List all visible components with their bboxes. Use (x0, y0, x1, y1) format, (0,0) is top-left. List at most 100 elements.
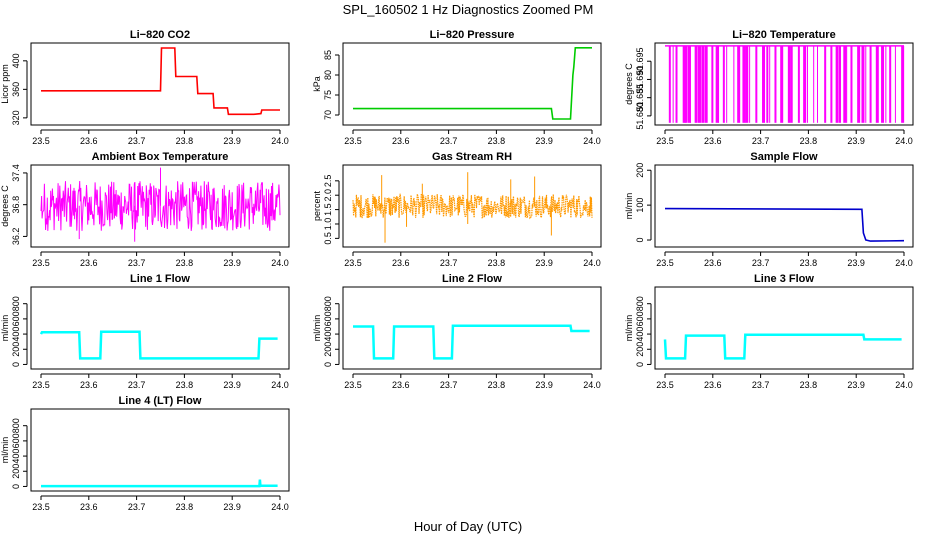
x-tick-label: 24.0 (895, 258, 913, 268)
x-axis: 23.5 23.6 23.7 23.8 23.9 24.0 (32, 129, 289, 146)
series-spike (881, 45, 885, 123)
y-tick-label: 800 (11, 296, 21, 311)
data-marks (664, 207, 905, 242)
x-tick-label: 23.7 (440, 258, 458, 268)
data-marks (41, 479, 278, 488)
series-spike (846, 45, 848, 123)
x-tick-label: 23.9 (847, 258, 865, 268)
series-spike (726, 45, 728, 123)
y-tick-label: 200 (11, 342, 21, 357)
panel-8: Line 2 Flow 23.5 23.6 23.7 23.8 23.9 24.0 0 2004… (312, 273, 602, 390)
series-spike (711, 45, 714, 123)
x-tick-label: 23.7 (752, 136, 770, 146)
y-axis-label: degrees C (624, 63, 634, 105)
series-spike (694, 45, 698, 123)
x-tick-label: 24.0 (895, 136, 913, 146)
y-axis: 0 100 200 (635, 163, 652, 243)
x-tick-label: 23.5 (32, 258, 50, 268)
x-tick-label: 23.6 (704, 258, 722, 268)
panel-title: Line 3 Flow (754, 273, 814, 285)
x-tick-label: 23.9 (223, 136, 241, 146)
plot-frame (30, 164, 290, 248)
series-spike (697, 45, 701, 123)
series-spike (718, 45, 720, 123)
y-axis-label: degrees C (0, 185, 10, 227)
x-tick-label: 23.6 (704, 380, 722, 390)
x-tick-label: 23.7 (440, 380, 458, 390)
series-spike (675, 45, 678, 123)
series-spike (869, 45, 872, 123)
y-tick-label: 200 (11, 464, 21, 479)
series-line (41, 47, 280, 116)
x-axis: 23.5 23.6 23.7 23.8 23.9 24.0 (344, 129, 601, 146)
x-axis: 23.5 23.6 23.7 23.8 23.9 24.0 (32, 251, 289, 268)
y-tick-label: 70 (323, 110, 333, 120)
x-tick-label: 23.8 (176, 502, 194, 512)
x-tick-label: 23.5 (344, 136, 362, 146)
panel-10: Line 4 (LT) Flow 23.5 23.6 23.7 23.8 23.9 24.0… (0, 395, 290, 512)
panel-3: Li−820 Temperature 23.5 23.6 23.7 23.8 23.9 24… (624, 29, 914, 146)
panel-6: Sample Flow 23.5 23.6 23.7 23.8 23.9 24.0 0 100 2… (624, 151, 914, 268)
series-spike (830, 45, 833, 123)
y-axis-label: Licor ppm (0, 64, 10, 104)
series-spike (803, 45, 807, 123)
x-tick-label: 23.7 (440, 136, 458, 146)
x-tick-label: 23.6 (392, 258, 410, 268)
y-tick-label: 75 (323, 90, 333, 100)
y-tick-label: 800 (635, 296, 645, 311)
plot-frame (654, 42, 914, 126)
y-tick-label: 400 (635, 327, 645, 342)
series-line (663, 333, 902, 360)
x-tick-label: 23.8 (488, 136, 506, 146)
series-spike (875, 45, 879, 123)
series-spike (894, 45, 896, 123)
y-tick-label: 0 (323, 362, 333, 367)
y-tick-label: 200 (323, 342, 333, 357)
x-tick-label: 23.7 (128, 380, 146, 390)
series-spike (901, 45, 905, 123)
y-axis: 36.2 36.8 37.4 (11, 164, 28, 245)
x-tick-label: 23.7 (752, 258, 770, 268)
y-tick-label: 0.5 (323, 232, 333, 245)
x-tick-label: 23.9 (535, 380, 553, 390)
y-axis-label: kPa (312, 76, 322, 92)
y-tick-label: 800 (323, 296, 333, 311)
series-line (353, 46, 592, 120)
series-spike (684, 45, 688, 123)
y-tick-label: 400 (11, 53, 21, 68)
series-spike (737, 45, 741, 123)
y-tick-label: 0 (11, 362, 21, 367)
y-tick-label: 36.8 (11, 196, 21, 214)
series-spike (790, 45, 793, 123)
y-tick-label: 360 (11, 82, 21, 97)
panel-title: Gas Stream RH (432, 151, 512, 163)
y-tick-label: 1.0 (323, 218, 333, 231)
x-tick-label: 23.5 (344, 380, 362, 390)
panel-title: Li−820 CO2 (130, 29, 190, 41)
plot-frame (654, 286, 914, 370)
series-spike (780, 45, 784, 123)
x-tick-label: 24.0 (271, 136, 289, 146)
x-axis: 23.5 23.6 23.7 23.8 23.9 24.0 (656, 373, 913, 390)
series-band (40, 180, 281, 231)
x-tick-label: 23.6 (392, 136, 410, 146)
series-spike (838, 45, 841, 123)
series-spike (701, 45, 705, 123)
data-marks (39, 330, 278, 360)
y-tick-label: 320 (11, 110, 21, 125)
panel-title: Line 2 Flow (442, 273, 502, 285)
y-tick-label: 51.680 (635, 102, 645, 130)
series-spike (689, 45, 691, 123)
x-tick-label: 23.8 (800, 258, 818, 268)
y-tick-label: 0 (635, 238, 645, 243)
panel-title: Li−820 Temperature (732, 29, 835, 41)
data-marks (41, 47, 280, 116)
series-spike (745, 45, 749, 123)
x-tick-label: 24.0 (583, 258, 601, 268)
y-tick-label: 0 (635, 362, 645, 367)
